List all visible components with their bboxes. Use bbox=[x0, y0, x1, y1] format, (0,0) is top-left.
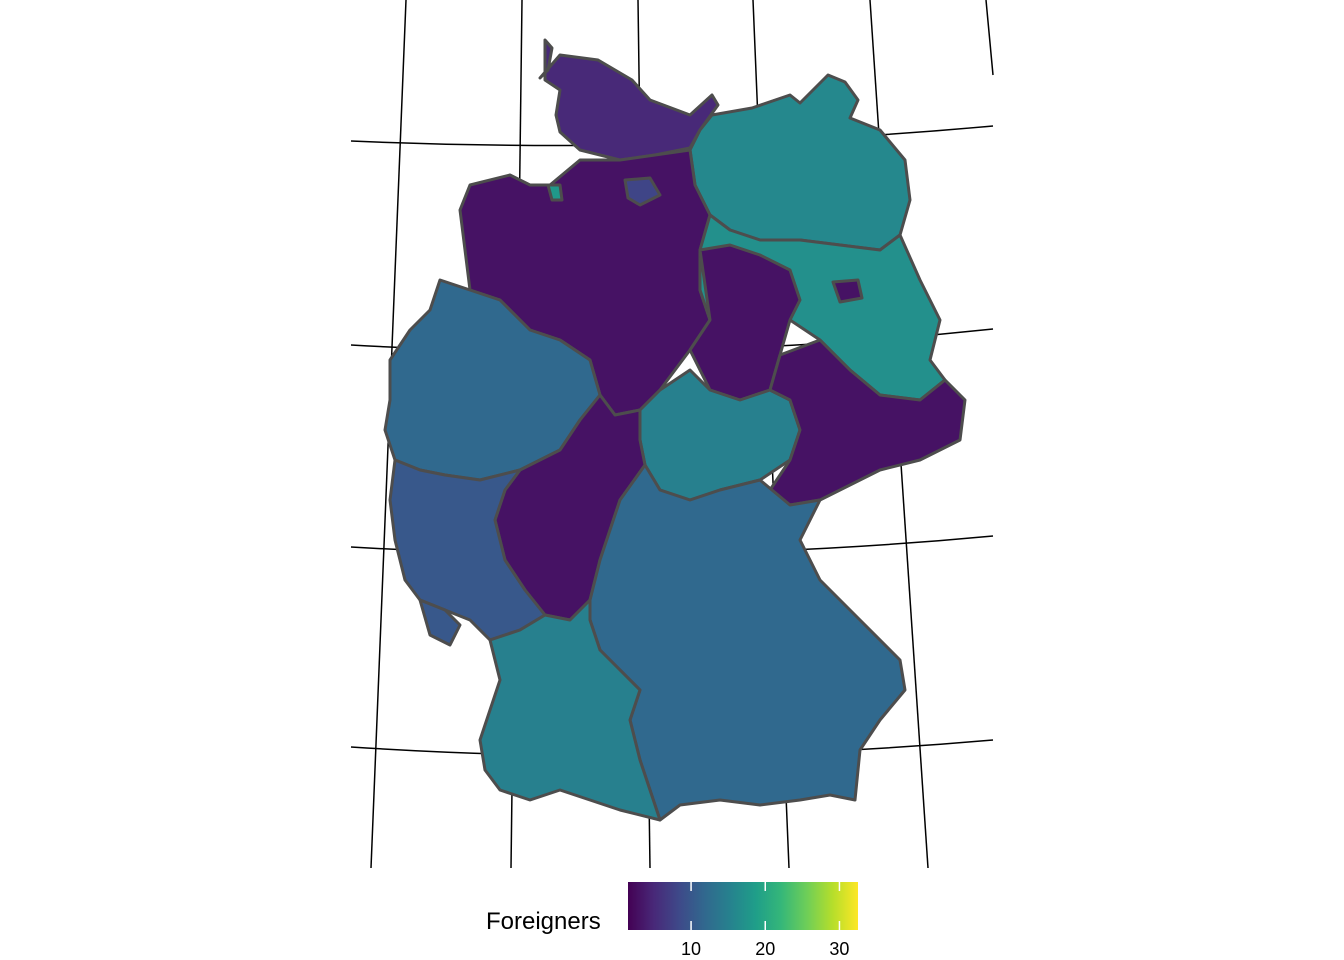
region-schleswig-holstein bbox=[538, 38, 720, 162]
legend-tick-label: 30 bbox=[829, 939, 850, 959]
region-hamburg bbox=[623, 176, 662, 207]
region-layer bbox=[383, 38, 967, 822]
legend-tick-label: 20 bbox=[755, 939, 776, 959]
region-saarland bbox=[418, 598, 462, 647]
region-berlin bbox=[831, 278, 864, 304]
graticule-meridian bbox=[985, 0, 994, 76]
region-bremen bbox=[546, 183, 564, 202]
region-baden-wuerttemberg bbox=[478, 598, 662, 822]
legend-ticks bbox=[690, 882, 841, 930]
region-sachsen bbox=[768, 338, 967, 507]
legend-tick-label: 10 bbox=[681, 939, 702, 959]
color-legend bbox=[628, 882, 858, 930]
legend-title: Foreigners bbox=[486, 908, 601, 935]
legend-colorbar bbox=[628, 882, 858, 930]
